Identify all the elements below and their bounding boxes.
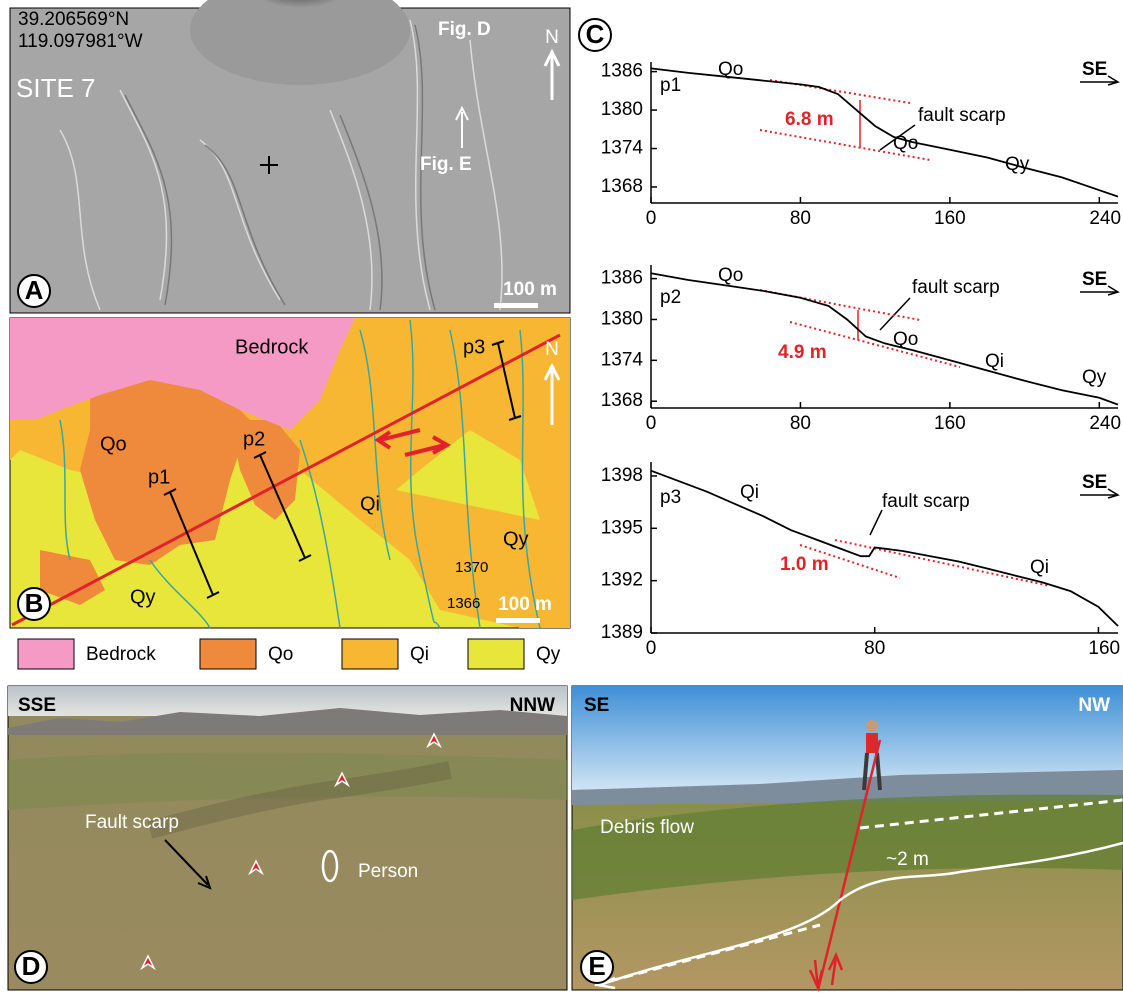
scale-bar: [494, 303, 538, 308]
offset-label: 6.8 m: [785, 109, 834, 130]
profile-label: p1: [660, 75, 681, 96]
annotation: fault scarp: [912, 277, 1000, 298]
north-label: N: [545, 339, 559, 360]
x-tick-label: 0: [646, 413, 657, 434]
scale-bar: [496, 618, 540, 623]
unit-label: Qy: [1082, 367, 1107, 388]
unit-label: Qi: [1030, 557, 1049, 578]
profile-label: p3: [463, 336, 485, 358]
scarp-label: Fault scarp: [85, 812, 179, 833]
direction: SE: [1082, 472, 1107, 493]
y-tick-label: 1398: [601, 465, 643, 486]
x-tick-label: 160: [934, 208, 966, 229]
map-label: Qy: [130, 586, 156, 608]
y-tick-label: 1392: [601, 570, 643, 591]
latitude: 39.206569°N: [18, 9, 129, 30]
figure: 39.206569°N 119.097981°W SITE 7 Fig. D F…: [0, 0, 1123, 997]
scale-label: 100 m: [503, 279, 557, 300]
profile-3-annotations: p3 Qi fault scarp Qi 1.0 m SE: [660, 472, 1118, 586]
y-tick-label: 1374: [601, 138, 644, 159]
legend-swatch: [200, 639, 256, 669]
longitude: 119.097981°W: [18, 31, 143, 52]
map-label: Qy: [503, 528, 529, 550]
fig-e-label: Fig. E: [420, 154, 472, 175]
view-right: NW: [1078, 695, 1110, 716]
panel-letter: E: [588, 951, 605, 981]
contour-label: 1370: [455, 559, 488, 576]
profile-label: p2: [243, 428, 265, 450]
scale-label: 100 m: [498, 594, 552, 615]
annotation: fault scarp: [882, 491, 970, 512]
y-tick-label: 1380: [601, 99, 643, 120]
legend: Bedrock Qo Qi Qy: [18, 639, 561, 669]
person-label: Person: [358, 861, 418, 882]
y-tick-label: 1395: [601, 517, 643, 538]
map-label: Qi: [360, 493, 380, 515]
contour-label: 1366: [447, 595, 480, 612]
unit-label: Qo: [718, 265, 743, 286]
panel-letter: D: [22, 951, 41, 981]
profile-line: [651, 273, 1118, 404]
x-tick-label: 0: [646, 638, 657, 659]
profile-label: p1: [148, 466, 170, 488]
x-tick-label: 160: [934, 413, 966, 434]
legend-swatch: [342, 639, 398, 669]
y-tick-label: 1389: [601, 622, 643, 643]
site-label: SITE 7: [16, 73, 95, 103]
legend-label: Qy: [536, 644, 561, 665]
unit-label: Qi: [740, 482, 759, 503]
height-label: ~2 m: [886, 849, 929, 870]
x-tick-label: 160 m: [1088, 638, 1123, 659]
x-tick-label: 80: [790, 413, 811, 434]
flow-label: Debris flow: [600, 817, 694, 838]
y-tick-label: 1386: [601, 268, 643, 289]
panel-d: Person Fault scarp SSE NNW D: [8, 686, 567, 990]
legend-label: Bedrock: [86, 644, 156, 665]
unit-label: Qo: [893, 133, 918, 154]
y-tick-label: 1368: [601, 176, 643, 197]
legend-swatch: [18, 639, 74, 669]
panel-e: Debris flow ~2 m SE NW E: [572, 686, 1123, 990]
fig-d-label: Fig. D: [438, 19, 491, 40]
person: [866, 733, 878, 753]
panel-letter: A: [25, 275, 44, 305]
direction: SE: [1082, 59, 1107, 80]
legend-label: Qi: [410, 644, 429, 665]
profile-2-annotations: p2 Qo fault scarp Qo Qi Qy 4.9 m SE: [660, 265, 1118, 388]
map-label: Bedrock: [235, 336, 309, 358]
y-tick-label: 1368: [601, 390, 643, 411]
map-label: Qo: [100, 433, 127, 455]
legend-swatch: [468, 639, 524, 669]
panel-letter: B: [25, 588, 44, 618]
legend-label: Qo: [268, 644, 293, 665]
y-tick-label: 1386: [601, 61, 643, 82]
unit-label: Qi: [985, 351, 1004, 372]
offset-label: 1.0 m: [780, 554, 829, 575]
y-tick-label: 1380: [601, 308, 643, 329]
offset-label: 4.9 m: [778, 342, 827, 363]
person-head: [866, 720, 878, 732]
profile-label: p3: [660, 487, 681, 508]
unit-label: Qy: [1005, 154, 1030, 175]
direction: SE: [1082, 269, 1107, 290]
view-left: SE: [584, 695, 609, 716]
panel-a: 39.206569°N 119.097981°W SITE 7 Fig. D F…: [10, 0, 570, 313]
leader: [870, 510, 882, 535]
panel-letter: C: [586, 19, 605, 49]
x-tick-label: 80: [790, 208, 811, 229]
profile-label: p2: [660, 287, 681, 308]
y-tick-label: 1374: [601, 349, 644, 370]
x-tick-label: 80: [864, 638, 885, 659]
view-right: NNW: [510, 695, 555, 716]
x-tick-label: 0: [646, 208, 657, 229]
profile-line: [651, 68, 1118, 196]
north-label: N: [545, 27, 559, 48]
x-tick-label: 240 m: [1089, 413, 1123, 434]
panel-b: p1 p2 p3 Bedrock Qo Qi Qy Qy 1370 1366 N…: [10, 318, 570, 628]
x-tick-label: 240 m: [1089, 208, 1123, 229]
annotation: fault scarp: [918, 105, 1006, 126]
view-left: SSE: [18, 695, 56, 716]
